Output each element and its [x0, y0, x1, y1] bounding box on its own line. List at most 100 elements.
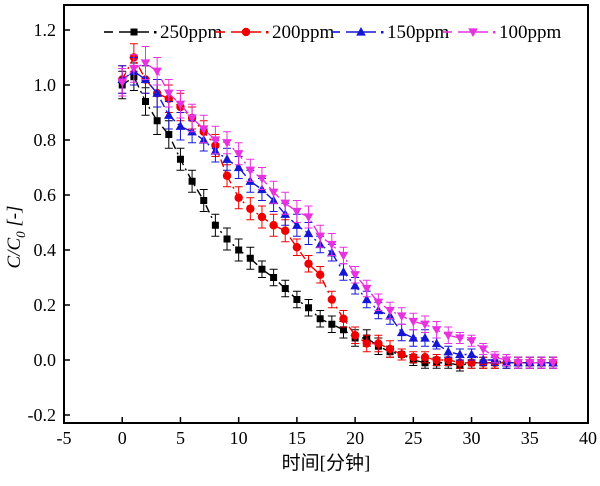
y-tick-label: 0.8 — [34, 130, 57, 150]
legend-item-100ppm: 100ppm — [443, 22, 562, 43]
series-200ppm — [118, 43, 558, 369]
data-point — [188, 177, 196, 185]
legend-dot — [266, 31, 269, 34]
data-point — [211, 221, 219, 229]
data-point — [420, 333, 430, 342]
x-tick-label: 25 — [404, 428, 422, 448]
data-point — [280, 199, 291, 209]
data-point — [281, 285, 289, 292]
data-point — [235, 246, 243, 254]
data-point — [431, 338, 442, 348]
data-point — [548, 359, 558, 368]
legend-item-150ppm: 150ppm — [331, 22, 450, 43]
legend-dot — [493, 31, 496, 34]
data-point — [304, 259, 313, 268]
data-point — [385, 306, 395, 316]
data-point — [408, 317, 419, 327]
data-point — [327, 240, 337, 250]
data-point — [501, 356, 512, 365]
data-point — [200, 197, 208, 204]
series-line — [121, 75, 554, 367]
data-point — [198, 125, 209, 134]
data-point — [315, 232, 325, 242]
data-point — [373, 298, 384, 308]
data-point — [292, 207, 302, 217]
data-point — [257, 212, 267, 222]
data-point — [234, 193, 243, 202]
data-point — [408, 333, 419, 342]
legend-dot — [381, 31, 384, 34]
y-tick-label: 1.2 — [34, 20, 57, 40]
data-point — [431, 326, 442, 335]
data-point — [397, 350, 406, 359]
x-tick-label: 10 — [230, 428, 248, 448]
data-point — [409, 353, 418, 362]
y-tick-label: 1.0 — [34, 75, 57, 95]
data-point — [222, 171, 232, 180]
legend-marker — [241, 27, 251, 37]
data-point — [175, 121, 186, 130]
y-tick-label: 0.0 — [34, 350, 57, 370]
data-point — [396, 312, 407, 321]
data-point — [467, 358, 476, 367]
data-point — [362, 339, 371, 348]
data-point — [478, 355, 488, 364]
data-point — [246, 204, 255, 213]
data-point — [305, 304, 313, 312]
x-tick-label: 5 — [176, 428, 185, 448]
data-point — [490, 353, 500, 363]
data-point — [444, 355, 453, 365]
legend-label: 150ppm — [387, 22, 450, 43]
data-point — [223, 235, 231, 243]
data-point — [303, 213, 314, 222]
data-point — [268, 188, 279, 198]
data-point — [258, 265, 266, 273]
data-point — [315, 270, 325, 279]
data-point — [281, 226, 290, 235]
data-point — [233, 162, 244, 172]
data-point — [152, 67, 162, 77]
y-tick-label: 0.2 — [34, 295, 57, 315]
x-tick-label: 0 — [118, 428, 127, 448]
y-tick-label: 0.6 — [34, 185, 57, 205]
data-point — [420, 353, 430, 362]
data-point — [176, 155, 184, 163]
data-point — [338, 251, 349, 261]
data-point — [478, 345, 488, 354]
legend-marker — [130, 28, 138, 36]
x-axis-label: 时间[分钟] — [282, 452, 371, 474]
data-point — [142, 98, 150, 105]
x-tick-label: 40 — [579, 428, 597, 448]
data-point — [246, 254, 254, 262]
data-point — [292, 243, 302, 252]
data-point — [350, 271, 360, 280]
data-point — [293, 296, 301, 303]
data-point — [455, 358, 465, 367]
legend-label: 250ppm — [160, 22, 223, 43]
data-point — [536, 359, 547, 368]
data-point — [339, 314, 348, 323]
data-point — [270, 274, 278, 281]
data-point — [350, 280, 360, 290]
data-point — [187, 114, 197, 123]
legend-item-200ppm: 200ppm — [216, 22, 335, 43]
data-point — [269, 221, 278, 230]
data-point — [385, 344, 395, 354]
data-point — [466, 349, 477, 359]
data-point — [117, 78, 128, 88]
series-line — [121, 62, 554, 364]
data-point — [210, 136, 221, 145]
x-tick-label: 30 — [463, 428, 481, 448]
data-point — [153, 117, 161, 125]
data-point — [374, 339, 383, 348]
legend-marker — [356, 27, 366, 36]
data-point — [316, 315, 324, 323]
data-point — [152, 88, 162, 97]
series-line — [121, 56, 554, 364]
data-point — [257, 174, 267, 184]
data-point — [432, 355, 441, 365]
x-tick-label: -5 — [57, 428, 72, 448]
legend-item-250ppm: 250ppm — [104, 22, 223, 43]
